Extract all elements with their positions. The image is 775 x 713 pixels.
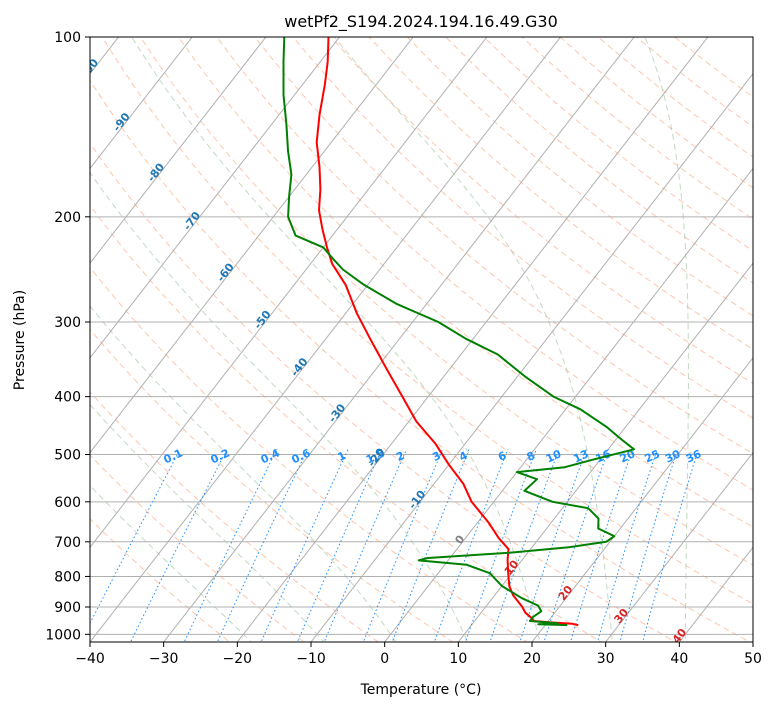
y-tick-label: 500 — [54, 448, 81, 464]
y-tick-label: 700 — [54, 535, 81, 551]
temperature-profile-line — [317, 37, 579, 625]
dry-adiabat-line — [345, 10, 775, 659]
mixing-ratio-line — [290, 449, 381, 659]
x-tick-label: −20 — [223, 651, 253, 667]
mixing-ratio-label: 36 — [684, 447, 704, 465]
dry-adiabat-line — [567, 10, 775, 659]
isotherm-label: -30 — [326, 401, 349, 425]
plot-frame — [90, 37, 753, 642]
moist-adiabat-line — [0, 175, 269, 659]
x-tick-label: −30 — [149, 651, 179, 667]
mixing-ratio-line — [638, 449, 698, 659]
isotherm-line — [0, 10, 66, 659]
mixing-ratio-line — [593, 449, 658, 659]
isotherm-label: -80 — [145, 160, 168, 184]
x-tick-label: 40 — [670, 651, 688, 667]
mixing-ratio-line — [386, 449, 469, 659]
isotherm-label: -50 — [251, 308, 274, 332]
isotherm-label: -100 — [74, 56, 101, 86]
y-tick-label: 1000 — [45, 627, 81, 643]
dry-adiabat-line — [0, 10, 327, 659]
mixing-ratio-label: 1 — [336, 449, 348, 464]
x-tick-label: 50 — [744, 651, 762, 667]
moist-adiabat-line — [645, 37, 688, 659]
isotherm-line — [592, 10, 775, 659]
mixing-ratio-label: 25 — [643, 447, 662, 465]
x-tick-label: 30 — [597, 651, 615, 667]
y-tick-label: 100 — [54, 30, 81, 46]
mixing-ratio-label: 0.1 — [162, 446, 185, 466]
isotherm-label: -70 — [181, 209, 204, 233]
x-tick-label: 10 — [449, 651, 467, 667]
dry-adiabat-line — [308, 10, 775, 659]
mixing-ratio-label: 0.6 — [289, 446, 312, 466]
isotherm-line — [0, 10, 287, 659]
mixing-ratio-line — [317, 449, 406, 659]
isotherm-line — [0, 10, 361, 659]
dry-adiabat-line — [271, 10, 775, 659]
dry-adiabat-line — [419, 10, 775, 659]
isotherm-line — [298, 10, 775, 659]
moist-adiabat-line — [10, 37, 475, 659]
y-axis-label: Pressure (hPa) — [12, 290, 28, 390]
mixing-ratio-line — [539, 449, 609, 659]
dry-adiabat-line — [642, 10, 775, 659]
dry-adiabat-line — [0, 10, 555, 659]
y-tick-label: 300 — [54, 315, 81, 331]
dry-adiabat-line — [160, 10, 775, 659]
dry-adiabat-line — [493, 10, 775, 659]
mixing-ratio-line — [254, 449, 349, 659]
mixing-ratio-label: 0.4 — [259, 446, 282, 466]
x-tick-label: −40 — [75, 651, 105, 667]
y-tick-label: 800 — [54, 569, 81, 585]
isotherm-line — [150, 10, 655, 659]
isotherm-line — [740, 10, 775, 659]
mixing-ratio-line — [176, 449, 277, 659]
dry-adiabat-line — [605, 10, 775, 659]
mixing-ratio-label: 10 — [544, 447, 564, 465]
isotherm-line — [445, 10, 775, 659]
y-tick-label: 400 — [54, 390, 81, 406]
dry-adiabat-line — [234, 10, 775, 659]
y-tick-label: 900 — [54, 600, 81, 616]
y-tick-label: 200 — [54, 210, 81, 226]
isotherm-line — [666, 10, 775, 659]
dry-adiabat-line — [0, 10, 479, 659]
isotherm-label: -40 — [288, 355, 311, 379]
x-axis-label: Temperature (°C) — [360, 682, 482, 698]
mixing-ratio-line — [357, 449, 443, 659]
x-tick-label: 20 — [523, 651, 541, 667]
mixing-ratio-line — [72, 449, 180, 659]
isotherm-line — [77, 10, 582, 659]
mixing-ratio-label: 30 — [663, 447, 683, 465]
x-tick-label: −10 — [296, 651, 326, 667]
mixing-ratio-label: 6 — [496, 449, 509, 464]
isotherm-label: -90 — [110, 110, 133, 134]
chart-title: wetPf2_S194.2024.194.16.49.G30 — [284, 12, 558, 32]
isotherm-label: 30 — [612, 606, 632, 626]
y-tick-label: 600 — [54, 495, 81, 511]
isotherm-line — [0, 10, 434, 659]
isotherm-line — [224, 10, 729, 659]
x-tick-label: 0 — [380, 651, 389, 667]
dry-adiabat-line — [530, 10, 775, 659]
mixing-ratio-label: 2 — [394, 449, 406, 464]
isotherm-label: 20 — [556, 583, 576, 603]
dry-adiabat-line — [0, 10, 252, 659]
isotherm-label: -60 — [214, 260, 237, 284]
mixing-ratio-line — [210, 449, 308, 659]
isotherm-label: 0 — [452, 532, 467, 546]
isotherm-line — [519, 10, 775, 659]
dry-adiabat-line — [0, 10, 403, 659]
